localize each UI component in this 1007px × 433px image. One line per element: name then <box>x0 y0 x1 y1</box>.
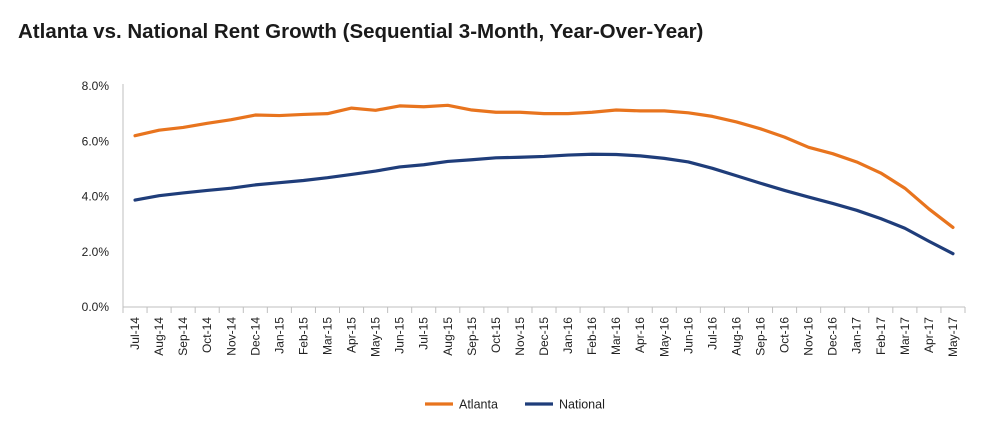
x-tick-label: Jul-14 <box>128 317 142 350</box>
x-tick-label: Jan-15 <box>272 317 286 354</box>
x-tick-label: May-15 <box>369 317 383 357</box>
x-tick-label: Mar-17 <box>898 317 912 355</box>
x-tick-label: Oct-15 <box>489 317 503 353</box>
x-axis-ticks: Jul-14 Aug-14 Sep-14 Oct-14 Nov-14 Dec-14 Jan-… <box>122 307 966 357</box>
series-line-atlanta <box>133 103 955 230</box>
x-tick-label: Aug-14 <box>152 317 166 356</box>
x-tick-label: Nov-15 <box>513 317 527 356</box>
y-tick-label: 2.0% <box>82 245 110 259</box>
x-tick-label: May-17 <box>946 317 960 357</box>
x-tick-label: Apr-16 <box>633 317 647 353</box>
x-tick-label: Feb-17 <box>874 317 888 355</box>
x-tick-label: Jul-16 <box>705 317 719 350</box>
x-tick-label: Jan-17 <box>850 317 864 354</box>
legend: Atlanta National <box>425 398 605 412</box>
x-tick-label: Oct-14 <box>200 317 214 353</box>
y-tick-label: 0.0% <box>82 300 110 314</box>
x-tick-label: Mar-15 <box>320 317 334 355</box>
x-tick-label: Dec-15 <box>537 317 551 356</box>
x-tick-label: Aug-16 <box>729 317 743 356</box>
y-axis-ticks: 0.0% 2.0% 4.0% 6.0% 8.0% <box>82 79 110 314</box>
y-tick-label: 8.0% <box>82 79 110 93</box>
x-tick-label: Apr-15 <box>345 317 359 353</box>
y-tick-label: 6.0% <box>82 134 110 148</box>
axes <box>122 84 965 308</box>
x-tick-label: Feb-16 <box>585 317 599 355</box>
x-tick-label: Jan-16 <box>561 317 575 354</box>
series-line-national <box>133 152 955 256</box>
x-tick-label: Feb-15 <box>296 317 310 355</box>
x-tick-label: Nov-14 <box>224 317 238 356</box>
x-tick-label: Nov-16 <box>802 317 816 356</box>
x-tick-label: Oct-16 <box>778 317 792 353</box>
x-tick-label: Aug-15 <box>441 317 455 356</box>
legend-label-atlanta: Atlanta <box>459 398 498 412</box>
x-tick-label: Apr-17 <box>922 317 936 353</box>
x-tick-label: Jun-15 <box>393 317 407 354</box>
x-tick-label: Jul-15 <box>417 317 431 350</box>
x-tick-label: Sep-16 <box>754 317 768 356</box>
x-tick-label: Sep-14 <box>176 317 190 356</box>
x-tick-label: Jun-16 <box>681 317 695 354</box>
y-tick-label: 4.0% <box>82 190 110 204</box>
x-tick-label: Dec-14 <box>248 317 262 356</box>
x-tick-label: May-16 <box>657 317 671 357</box>
chart-title: Atlanta vs. National Rent Growth (Sequen… <box>18 20 704 43</box>
x-tick-label: Dec-16 <box>826 317 840 356</box>
series-lines <box>133 103 955 256</box>
x-tick-label: Sep-15 <box>465 317 479 356</box>
x-tick-label: Mar-16 <box>609 317 623 355</box>
legend-label-national: National <box>559 398 605 412</box>
